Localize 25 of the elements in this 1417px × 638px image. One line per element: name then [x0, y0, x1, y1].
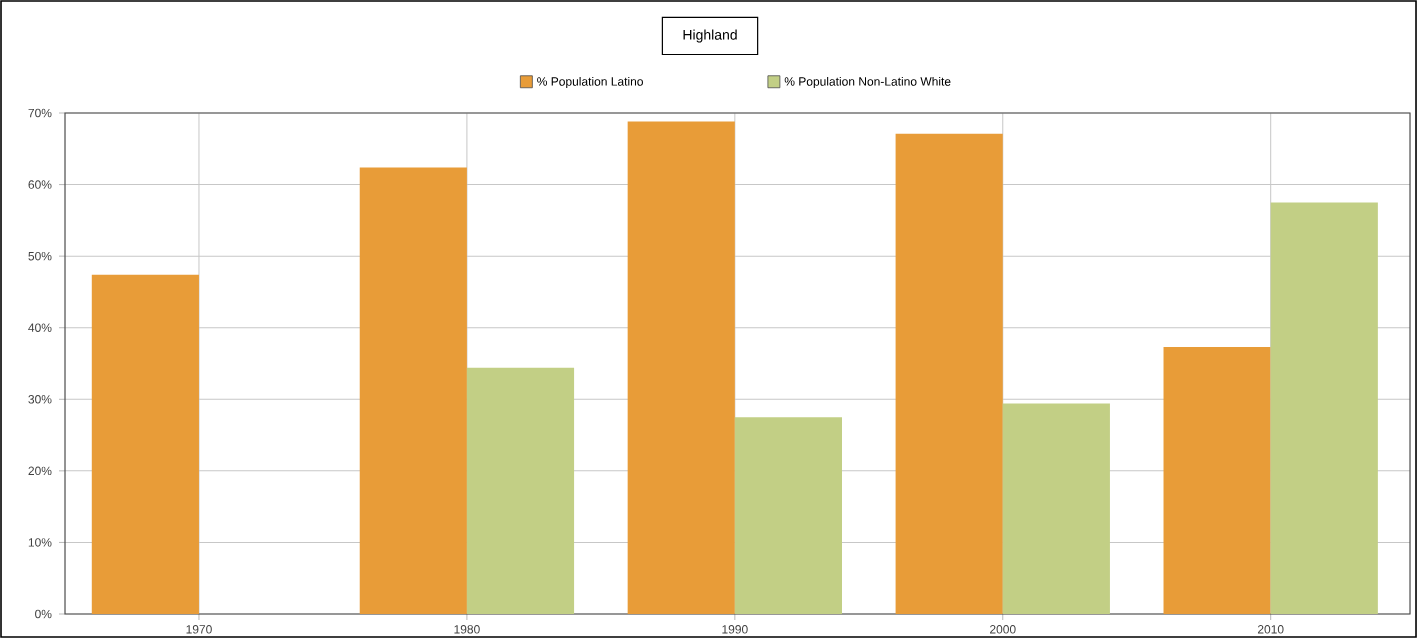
y-tick-label: 0% — [35, 609, 52, 619]
bar — [359, 167, 467, 614]
x-tick-label: 2010 — [1257, 625, 1284, 634]
bar — [91, 274, 199, 614]
bar — [466, 367, 575, 614]
y-tick-label: 30% — [28, 395, 52, 404]
y-tick-label: 20% — [28, 466, 52, 476]
x-tick-label: 1980 — [454, 625, 480, 634]
y-tick-label: 50% — [28, 251, 52, 261]
bar — [1163, 347, 1271, 614]
y-tick-label: 70% — [28, 108, 52, 118]
bar — [627, 121, 735, 614]
x-tick-label: 1990 — [722, 625, 748, 634]
y-tick-label: 40% — [28, 323, 52, 332]
legend-label: % Population Non-Latino White — [784, 76, 951, 89]
bar — [1002, 403, 1110, 614]
y-tick-label: 60% — [28, 180, 52, 189]
y-tick-label: 10% — [28, 538, 52, 547]
bar — [1270, 202, 1378, 614]
bar — [734, 417, 843, 614]
x-tick-label: 2000 — [990, 625, 1016, 634]
legend-label: % Population Latino — [537, 76, 643, 89]
chart-title: Highland — [683, 29, 737, 43]
bar — [895, 133, 1003, 614]
x-tick-label: 1970 — [186, 625, 212, 634]
